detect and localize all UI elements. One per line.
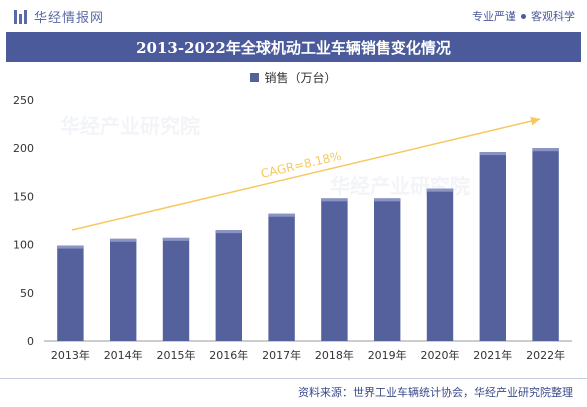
legend: 销售（万台） <box>0 68 587 86</box>
chart-title-bar: 2013-2022年全球机动工业车辆销售变化情况 <box>6 32 581 62</box>
bar-chart: 0 50 100 150 200 250 2013年 2014年 2015年 2016年 2017年… <box>13 94 572 362</box>
source-note: 资料来源：世界工业车辆统计协会，华经产业研究院整理 <box>298 386 573 399</box>
slogan-left: 专业严谨 <box>472 10 516 23</box>
bar-top-highlight <box>374 198 401 202</box>
x-tick-label: 2018年 <box>315 348 354 362</box>
x-tick-label: 2015年 <box>157 348 196 362</box>
bar <box>479 152 506 341</box>
y-tick-label: 0 <box>27 335 34 348</box>
y-tick-label: 250 <box>13 94 34 107</box>
y-tick-label: 50 <box>20 287 34 300</box>
bar <box>321 198 348 341</box>
bar-top-highlight <box>268 213 295 217</box>
bar <box>215 230 242 341</box>
x-tick-label: 2016年 <box>209 348 248 362</box>
bar <box>162 237 190 341</box>
brand-name: 华经情报网 <box>34 11 105 26</box>
chart-title: 2013-2022年全球机动工业车辆销售变化情况 <box>136 38 451 57</box>
bar-top-highlight <box>532 148 559 152</box>
bar-top-highlight <box>162 237 190 241</box>
x-tick-label: 2020年 <box>421 348 460 362</box>
legend-label: 销售（万台） <box>264 70 337 85</box>
bar <box>57 245 84 341</box>
y-tick-label: 200 <box>13 142 34 155</box>
x-tick-label: 2017年 <box>262 348 301 362</box>
y-tick-label: 150 <box>13 190 34 203</box>
top-bar: 华经情报网 专业严谨 客观科学 <box>0 0 587 30</box>
bar-top-highlight <box>110 238 137 242</box>
bar-top-highlight <box>57 245 84 249</box>
watermark: 华经产业研究院 <box>60 114 200 138</box>
bar <box>268 213 295 341</box>
bar <box>532 148 559 341</box>
x-tick-label: 2019年 <box>368 348 407 362</box>
slogan-right: 客观科学 <box>531 10 575 23</box>
slogan: 专业严谨 客观科学 <box>472 8 575 24</box>
legend-swatch-icon <box>250 72 260 82</box>
x-tick-label: 2013年 <box>51 348 90 362</box>
bar-top-highlight <box>321 198 348 202</box>
bar-top-highlight <box>479 152 506 156</box>
x-tick-label: 2014年 <box>104 348 143 362</box>
cagr-arrow <box>71 116 541 231</box>
x-tick-label: 2022年 <box>526 348 565 362</box>
brand: 华经情报网 <box>14 7 104 26</box>
bar <box>374 198 401 341</box>
bar-top-highlight <box>426 188 454 192</box>
dot-separator-icon <box>521 13 526 19</box>
brand-logo-icon <box>14 9 28 24</box>
bar <box>110 238 137 341</box>
y-tick-label: 100 <box>13 239 34 252</box>
x-tick-label: 2021年 <box>473 348 512 362</box>
footer: 资料来源：世界工业车辆统计协会，华经产业研究院整理 <box>0 378 587 405</box>
bar <box>426 188 454 341</box>
bar-top-highlight <box>215 230 242 234</box>
